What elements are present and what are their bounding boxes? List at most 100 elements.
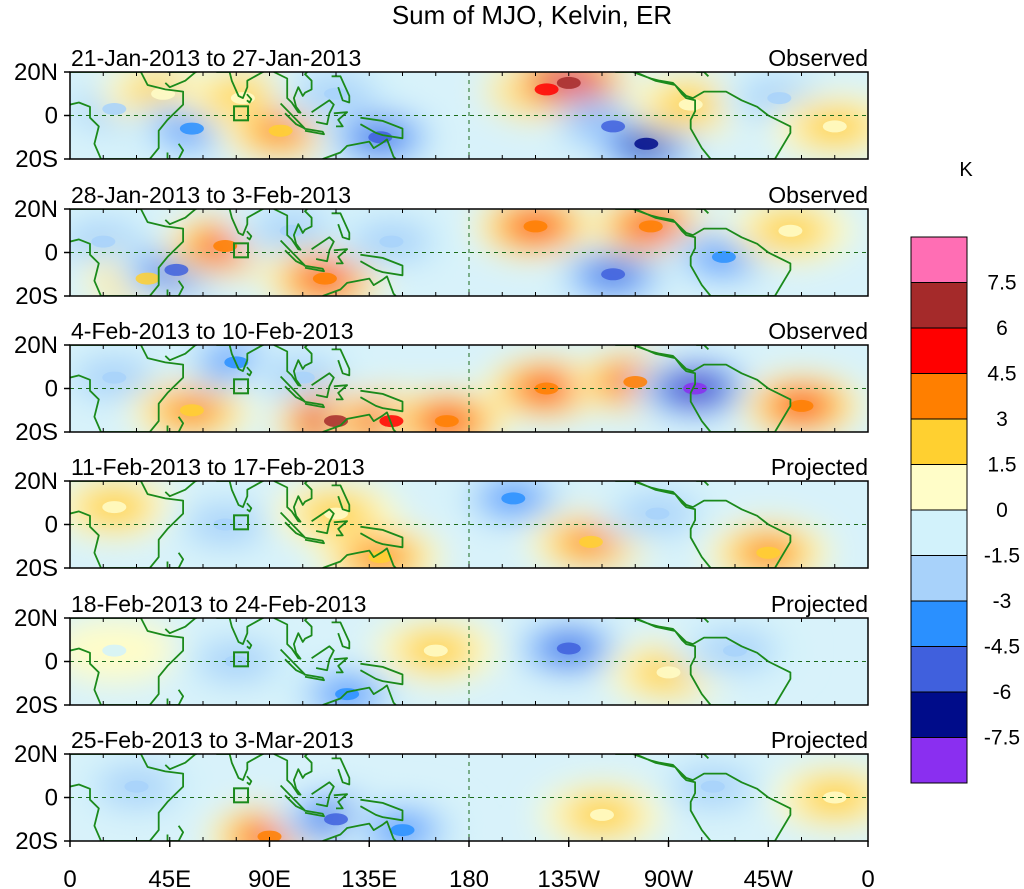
map-panel: 20N 0 20S 28-Jan-2013 to 3-Feb-2013 Observed [14, 182, 869, 310]
map-panels: 20N 0 20S 21-Jan-2013 to 27-Jan-2013 Observe… [14, 45, 869, 855]
colorbar-swatch [910, 691, 968, 738]
anomaly-field [70, 345, 866, 432]
anomaly-core [523, 220, 548, 233]
longitude-tick-label: 45E [148, 866, 191, 889]
latitude-tick-label: 0 [45, 240, 58, 267]
colorbar-tick-label: -1.5 [984, 545, 1020, 568]
anomaly-core [578, 535, 603, 548]
anomaly-core [434, 415, 459, 428]
anomaly-core [324, 87, 348, 100]
longitude-tick-label: 135W [537, 866, 600, 889]
anomaly-core [379, 415, 404, 428]
latitude-tick-label: 20N [14, 605, 58, 632]
panel-date-range: 28-Jan-2013 to 3-Feb-2013 [71, 182, 351, 208]
anomaly-core [711, 250, 736, 263]
anomaly-core [379, 235, 404, 248]
anomaly-core [678, 98, 703, 111]
latitude-tick-label: 0 [45, 785, 58, 812]
map-panel: 20N 0 20S 18-Feb-2013 to 24-Feb-2013 Project… [14, 591, 869, 719]
anomaly-core [324, 813, 348, 826]
panel-status: Observed [768, 182, 868, 208]
anomaly-core [778, 224, 803, 237]
anomaly-core [645, 507, 670, 520]
panel-status: Projected [771, 454, 868, 480]
chart-title: Sum of MJO, Kelvin, ER [392, 0, 672, 30]
anomaly-core [601, 120, 626, 133]
anomaly-core [312, 272, 337, 285]
anomaly-core [789, 399, 814, 412]
colorbar-swatch [910, 236, 968, 283]
colorbar-tick-label: 0 [996, 499, 1008, 522]
map-panel: 20N 0 20S 11-Feb-2013 to 17-Feb-2013 Project… [14, 454, 869, 582]
latitude-tick-label: 20S [15, 555, 58, 582]
latitude-tick-label: 20S [15, 692, 58, 719]
latitude-tick-label: 20N [14, 468, 58, 495]
longitude-tick-label: 90W [644, 866, 694, 889]
anomaly-core [102, 371, 127, 384]
colorbar-swatch [910, 282, 968, 329]
longitude-tick-label: 135E [341, 866, 397, 889]
anomaly-core [723, 644, 747, 657]
longitude-tick-label: 180 [449, 866, 489, 889]
anomaly-core [257, 830, 282, 841]
anomaly-core [102, 501, 127, 514]
panel-date-range: 21-Jan-2013 to 27-Jan-2013 [71, 45, 361, 71]
latitude-tick-label: 20S [15, 283, 58, 310]
map-panel: 20N 0 20S 21-Jan-2013 to 27-Jan-2013 Observe… [14, 45, 869, 173]
anomaly-core [534, 83, 559, 96]
anomaly-core [534, 382, 559, 395]
anomaly-core [368, 551, 393, 564]
longitude-tick-label: 45W [744, 866, 794, 889]
region-box [233, 105, 250, 122]
region-box [233, 378, 250, 395]
latitude-tick-label: 20N [14, 196, 58, 223]
longitude-axis: 0 45E 90E 135E 180 135W 90W 45W 0 [63, 841, 875, 889]
anomaly-core [91, 235, 116, 248]
latitude-tick-label: 20S [15, 146, 58, 173]
colorbar-swatch [910, 509, 968, 556]
anomaly-field [70, 618, 799, 705]
anomaly-core [423, 644, 448, 657]
anomaly-core [102, 644, 127, 657]
anomaly-core [601, 268, 626, 281]
panel-status: Observed [768, 45, 868, 71]
anomaly-core [135, 272, 160, 285]
anomaly-core [822, 791, 847, 804]
colorbar-swatch [910, 600, 968, 647]
latitude-tick-label: 0 [45, 376, 58, 403]
panel-date-range: 4-Feb-2013 to 10-Feb-2013 [71, 318, 354, 344]
colorbar-swatch [910, 464, 968, 511]
latitude-tick-label: 20N [14, 332, 58, 359]
latitude-tick-label: 0 [45, 103, 58, 130]
colorbar-swatch [910, 737, 968, 784]
anomaly-field [70, 72, 868, 159]
colorbar-swatch [910, 418, 968, 465]
anomaly-field [70, 754, 868, 841]
anomaly-core [268, 124, 293, 137]
colorbar-swatch [910, 555, 968, 602]
region-box [233, 651, 250, 668]
anomaly-core [623, 376, 648, 388]
anomaly-core [590, 808, 614, 821]
colorbar-tick-label: -6 [993, 681, 1012, 704]
longitude-tick-label: 0 [63, 866, 76, 889]
anomaly-core [224, 655, 249, 668]
colorbar-tick-label: 6 [996, 317, 1008, 340]
anomaly-core [213, 240, 238, 252]
region-box [233, 242, 250, 259]
anomaly-core [556, 642, 581, 655]
anomaly-core [390, 824, 415, 837]
anomaly-core [501, 492, 526, 505]
coastline [70, 209, 792, 296]
anomaly-core [638, 220, 663, 233]
latitude-tick-label: 20S [15, 419, 58, 446]
region-box [233, 514, 250, 531]
latitude-tick-label: 20N [14, 59, 58, 86]
coastline [70, 481, 792, 568]
colorbar-tick-label: 1.5 [987, 454, 1016, 477]
coastline [70, 345, 792, 432]
latitude-tick-label: 0 [45, 649, 58, 676]
anomaly-core [556, 76, 581, 89]
panel-status: Projected [771, 591, 868, 617]
